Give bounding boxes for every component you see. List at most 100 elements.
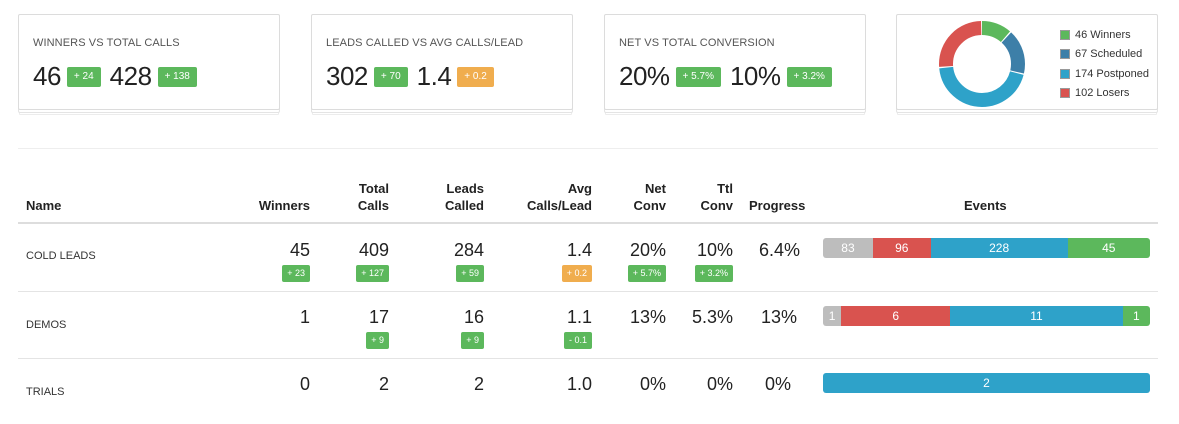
net-conv-delta-badge: + 5.7% xyxy=(675,66,721,87)
col-header-line: Calls xyxy=(357,198,389,213)
cell-progress: 13% xyxy=(760,307,797,327)
legend-swatch xyxy=(1060,68,1070,79)
legend-item-postponed: 174 Postponed xyxy=(1060,64,1149,84)
col-header-line: Total xyxy=(358,181,389,196)
cell-winners-delta: + 23 xyxy=(282,265,310,282)
cell-net-conv: 13% xyxy=(629,307,666,327)
cell-leads-called-delta: + 59 xyxy=(456,265,484,282)
col-header-line: Conv xyxy=(700,198,734,213)
card-title: NET VS TOTAL CONVERSION xyxy=(619,37,775,49)
summary-card-winners: WINNERS VS TOTAL CALLS 46 + 24 428 + 138 xyxy=(18,14,280,110)
cell-progress: 0% xyxy=(764,374,791,394)
winners-delta-badge: + 24 xyxy=(66,66,101,87)
donut-slice xyxy=(939,21,1025,107)
donut-slice xyxy=(939,21,1025,107)
legend-item-losers: 102 Losers xyxy=(1060,84,1149,104)
col-header-progress[interactable]: Progress xyxy=(749,198,806,213)
cell-total-calls: 2 xyxy=(378,374,389,394)
cell-leads-called: 2 xyxy=(473,374,484,394)
legend-swatch xyxy=(1060,88,1070,99)
col-header-leads-called[interactable]: Leads Called xyxy=(445,180,484,214)
cell-winners: 0 xyxy=(299,374,310,394)
col-header-net-conv[interactable]: Net Conv xyxy=(634,180,667,214)
card-title: LEADS CALLED VS AVG CALLS/LEAD xyxy=(326,37,524,49)
legend-swatch xyxy=(1060,29,1070,40)
total-calls-value: 428 xyxy=(109,61,152,91)
cell-ttl-conv: 10% xyxy=(696,240,733,260)
col-header-winners[interactable]: Winners xyxy=(258,198,310,213)
cell-winners: 1 xyxy=(299,307,310,327)
events-segment-grey: 83 xyxy=(823,238,873,258)
col-header-name[interactable]: Name xyxy=(26,198,62,213)
legend-label: 174 Postponed xyxy=(1075,67,1150,80)
total-conv-value: 10% xyxy=(729,61,781,91)
row-name: TRIALS xyxy=(26,386,65,398)
events-segment-grey: 1 xyxy=(823,306,842,326)
events-segment-blue: 2 xyxy=(823,373,1150,393)
events-segment-blue: 228 xyxy=(930,238,1068,258)
cell-ttl-conv-delta: + 3.2% xyxy=(694,265,733,282)
events-bar[interactable]: 83 96 228 45 xyxy=(823,238,1150,258)
avg-calls-value: 1.4 xyxy=(416,61,452,91)
donut-card: 46 Winners 67 Scheduled 174 Postponed 10… xyxy=(896,14,1158,110)
cell-ttl-conv: 5.3% xyxy=(691,307,733,327)
row-name: COLD LEADS xyxy=(26,250,96,262)
col-header-avg-calls[interactable]: Avg Calls/Lead xyxy=(527,180,592,214)
summary-card-leads: LEADS CALLED VS AVG CALLS/LEAD 302 + 70 … xyxy=(311,14,573,110)
total-calls-delta-badge: + 138 xyxy=(157,66,197,87)
row-divider xyxy=(18,358,1158,359)
events-bar[interactable]: 1 6 11 1 xyxy=(823,306,1150,326)
col-header-line: Ttl xyxy=(717,181,733,196)
cell-progress: 6.4% xyxy=(758,240,800,260)
row-name: DEMOS xyxy=(26,319,67,331)
table-header-line xyxy=(18,222,1158,224)
cell-net-conv: 20% xyxy=(629,240,666,260)
col-header-line: Called xyxy=(444,198,484,213)
cell-avg-calls: 1.1 xyxy=(566,307,592,327)
cell-net-conv-delta: + 5.7% xyxy=(627,265,666,282)
col-header-ttl-conv[interactable]: Ttl Conv xyxy=(701,180,734,214)
cell-ttl-conv: 0% xyxy=(706,374,733,394)
avg-calls-delta-badge: + 0.2 xyxy=(457,66,494,87)
cell-net-conv: 0% xyxy=(639,374,666,394)
legend-label: 102 Losers xyxy=(1075,87,1130,100)
legend-label: 46 Winners xyxy=(1075,28,1131,41)
cell-leads-called: 16 xyxy=(463,307,484,327)
donut-legend: 46 Winners 67 Scheduled 174 Postponed 10… xyxy=(1060,25,1149,103)
cell-leads-called-delta: + 9 xyxy=(461,332,484,349)
legend-swatch xyxy=(1060,49,1070,60)
events-segment-red: 96 xyxy=(872,238,931,258)
events-segment-sgreen: 45 xyxy=(1067,238,1150,258)
cell-total-calls: 17 xyxy=(368,307,389,327)
cell-avg-calls-delta: - 0.1 xyxy=(563,332,592,349)
col-header-line: Conv xyxy=(633,198,667,213)
events-segment-blue: 11 xyxy=(950,306,1123,326)
cell-total-calls: 409 xyxy=(358,240,389,260)
col-header-events[interactable]: Events xyxy=(964,198,1007,213)
leads-called-delta-badge: + 70 xyxy=(373,66,408,87)
cell-total-calls-delta: + 127 xyxy=(356,265,389,282)
col-header-line: Avg xyxy=(567,181,592,196)
donut-slice xyxy=(939,21,1025,107)
col-header-total-calls[interactable]: Total Calls xyxy=(358,180,389,214)
donut-chart xyxy=(939,21,1025,107)
cell-winners: 45 xyxy=(289,240,310,260)
leads-called-value: 302 xyxy=(326,61,368,91)
cell-avg-calls-delta: + 0.2 xyxy=(561,265,592,282)
winners-value: 46 xyxy=(33,61,61,91)
card-title: WINNERS VS TOTAL CALLS xyxy=(33,37,180,49)
col-header-line: Leads xyxy=(446,181,484,196)
row-divider xyxy=(18,291,1158,292)
legend-item-scheduled: 67 Scheduled xyxy=(1060,45,1149,65)
summary-card-conversion: NET VS TOTAL CONVERSION 20% + 5.7% 10% +… xyxy=(604,14,866,110)
section-divider xyxy=(18,148,1158,149)
legend-item-winners: 46 Winners xyxy=(1060,25,1149,45)
events-segment-red: 6 xyxy=(841,306,951,326)
donut-slice xyxy=(939,21,1025,107)
cell-avg-calls: 1.4 xyxy=(566,240,592,260)
legend-label: 67 Scheduled xyxy=(1075,48,1143,61)
events-segment-sgreen: 1 xyxy=(1122,306,1150,326)
events-bar[interactable]: 2 xyxy=(823,373,1150,393)
total-conv-delta-badge: + 3.2% xyxy=(786,66,832,87)
cell-avg-calls: 1.0 xyxy=(566,374,592,394)
